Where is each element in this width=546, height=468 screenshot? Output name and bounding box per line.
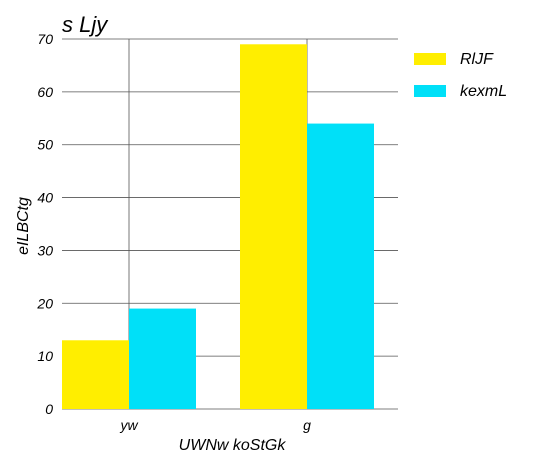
bar-series2-yw [129,308,196,409]
y-tick-label: 50 [37,137,53,153]
y-tick-label: 60 [37,84,53,100]
y-axis-label: eILBCtg [15,197,32,255]
bar-series2-g [307,123,374,410]
legend-label: RlJF [460,51,494,68]
y-tick-label: 30 [37,242,53,258]
x-axis-label: UWNw koStGk [179,437,287,454]
bars [62,44,374,410]
legend-label: kexmL [460,83,507,100]
bar-series1-yw [62,340,129,409]
y-tick-label: 70 [37,31,53,47]
x-axis-ticks: yw g [119,417,311,433]
legend-swatch [414,85,446,97]
y-tick-label: 20 [36,295,53,311]
y-axis-ticks: 0 10 20 30 40 50 60 70 [36,31,53,417]
legend-swatch [414,53,446,65]
y-tick-label: 10 [37,348,53,364]
y-tick-label: 0 [45,401,53,417]
x-tick-label: g [303,417,311,433]
bar-series1-g [240,44,307,410]
chart-title: s Ljy [62,12,109,37]
legend: RlJF kexmL [414,51,507,100]
y-tick-label: 40 [37,190,53,206]
x-tick-label: yw [119,417,138,433]
